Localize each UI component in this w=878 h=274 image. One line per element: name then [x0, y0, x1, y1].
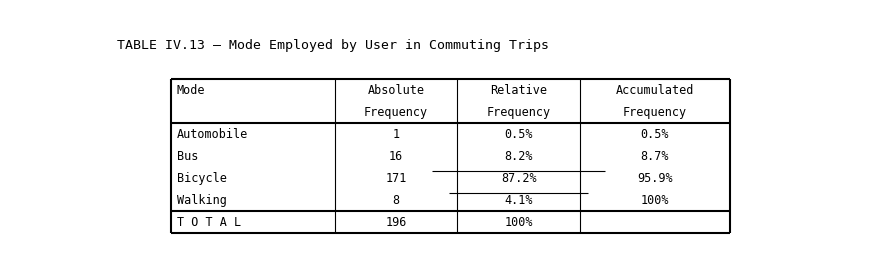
Text: T O T A L: T O T A L	[176, 216, 241, 229]
Text: 196: 196	[385, 216, 407, 229]
Text: Walking: Walking	[176, 194, 227, 207]
Text: 95.9%: 95.9%	[637, 172, 672, 185]
Text: 100%: 100%	[504, 216, 532, 229]
Text: 8.2%: 8.2%	[504, 150, 532, 163]
Text: Absolute: Absolute	[367, 84, 424, 97]
Text: Relative: Relative	[490, 84, 546, 97]
Text: Bus: Bus	[176, 150, 198, 163]
Text: TABLE IV.13 – Mode Employed by User in Commuting Trips: TABLE IV.13 – Mode Employed by User in C…	[117, 39, 548, 52]
Text: 8: 8	[392, 194, 399, 207]
Text: 8.7%: 8.7%	[640, 150, 668, 163]
Text: Bicycle: Bicycle	[176, 172, 227, 185]
Text: 87.2%: 87.2%	[500, 172, 536, 185]
Text: 0.5%: 0.5%	[640, 128, 668, 141]
Text: Mode: Mode	[176, 84, 205, 97]
Text: Automobile: Automobile	[176, 128, 248, 141]
Text: Frequency: Frequency	[486, 106, 550, 119]
Text: 100%: 100%	[640, 194, 668, 207]
Text: 1: 1	[392, 128, 399, 141]
Text: Frequency: Frequency	[363, 106, 428, 119]
Text: 0.5%: 0.5%	[504, 128, 532, 141]
Text: 16: 16	[388, 150, 403, 163]
Text: Accumulated: Accumulated	[615, 84, 694, 97]
Text: 4.1%: 4.1%	[504, 194, 532, 207]
Text: Frequency: Frequency	[623, 106, 686, 119]
Text: 171: 171	[385, 172, 407, 185]
